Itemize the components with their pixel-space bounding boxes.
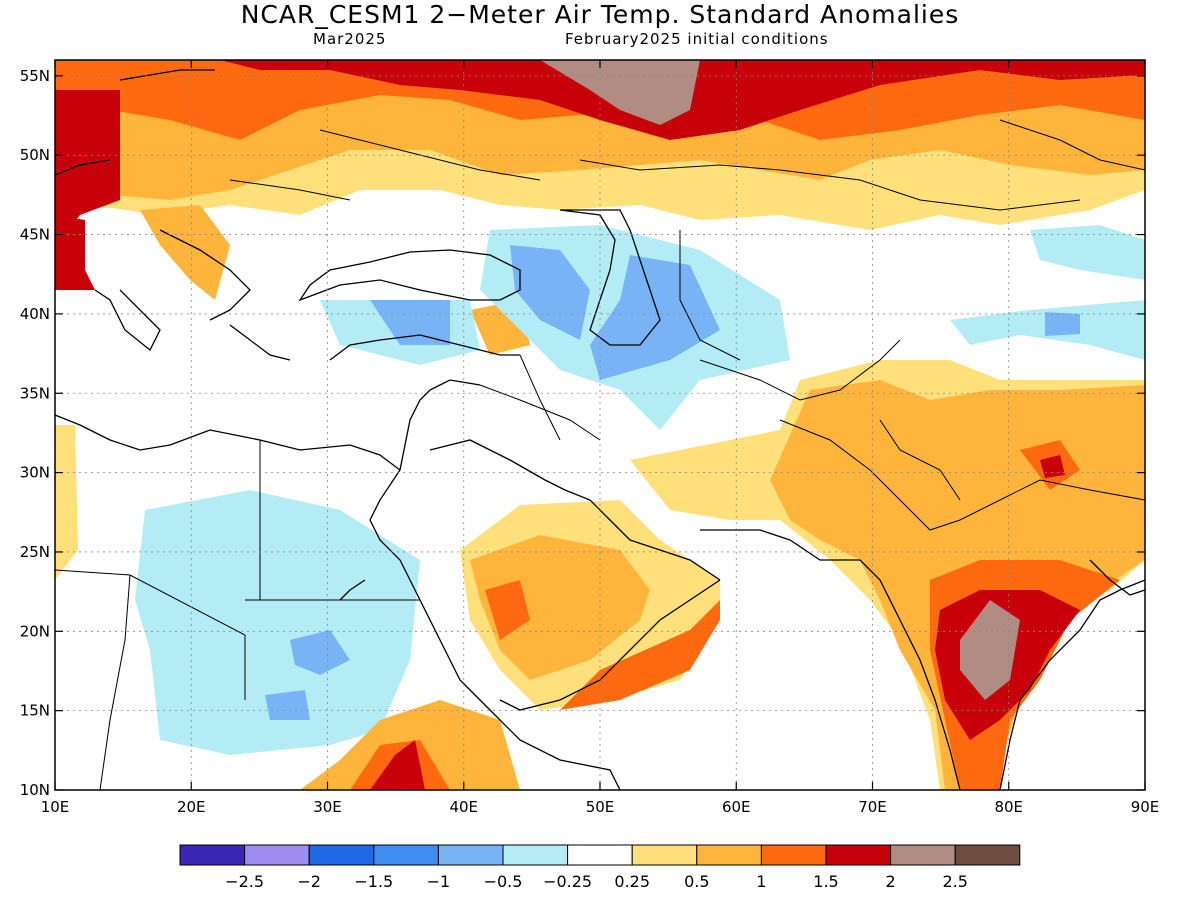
colorbar-label: 1.5	[813, 872, 838, 891]
colorbar-swatch	[308, 844, 375, 866]
colorbar-label: −2.5	[225, 872, 264, 891]
colorbar-swatch	[502, 844, 569, 866]
colorbar-label: −0.25	[543, 872, 592, 891]
lon-tick-label: 40E	[449, 798, 478, 816]
colorbar-label: 1	[756, 872, 766, 891]
colorbar-label: 0.5	[684, 872, 709, 891]
colorbar-swatch	[890, 844, 956, 866]
colorbar-swatch	[437, 844, 504, 866]
lon-tick-label: 20E	[177, 798, 206, 816]
lat-tick-label: 40N	[20, 305, 50, 323]
lon-tick-label: 60E	[722, 798, 751, 816]
forecast-month: Mar2025	[313, 30, 387, 48]
coastlines	[55, 69, 1145, 790]
lat-tick-label: 35N	[20, 384, 50, 402]
colorbar-swatch	[954, 844, 1021, 866]
colorbar-swatch	[760, 844, 827, 866]
lon-tick-label: 30E	[313, 798, 342, 816]
lat-tick-label: 55N	[20, 67, 50, 85]
colorbar-swatch	[244, 844, 310, 866]
lat-tick-label: 50N	[20, 146, 50, 164]
colorbar-swatch	[179, 844, 246, 866]
colorbar-label: 2	[886, 872, 896, 891]
lat-tick-label: 45N	[20, 226, 50, 244]
colorbar-label: −1.5	[354, 872, 393, 891]
lat-tick-label: 15N	[20, 702, 50, 720]
colorbar-swatch	[567, 844, 633, 866]
lat-tick-label: 20N	[20, 622, 50, 640]
lat-tick-label: 10N	[20, 781, 50, 799]
colorbar: −2.5 −2 −1.5 −1 −0.5 −0.25 0.25 0.5 1 1.5 2 2.5	[179, 844, 1021, 891]
colorbar-label: −0.5	[484, 872, 523, 891]
country-borders	[55, 119, 1145, 790]
colorbar-label: 2.5	[942, 872, 967, 891]
colorbar-swatch	[373, 844, 439, 866]
colorbar-swatch	[696, 844, 762, 866]
lon-tick-label: 50E	[586, 798, 615, 816]
lon-tick-label: 70E	[858, 798, 887, 816]
map-axes: 10E 20E 30E 40E 50E 60E 70E 80E 90E 10N 15N 20N 25N 3…	[20, 60, 1160, 816]
colorbar-label: 0.25	[614, 872, 650, 891]
map-title: NCAR_CESM1 2−Meter Air Temp. Standard An…	[240, 0, 960, 29]
lon-tick-label: 90E	[1131, 798, 1160, 816]
lon-tick-label: 80E	[994, 798, 1023, 816]
colorbar-label: −1	[427, 872, 451, 891]
lat-tick-label: 30N	[20, 464, 50, 482]
colorbar-swatch	[631, 844, 698, 866]
colorbar-swatch	[825, 844, 892, 866]
lon-tick-label: 10E	[41, 798, 70, 816]
lat-tick-label: 25N	[20, 543, 50, 561]
colorbar-label: −2	[297, 872, 321, 891]
initial-conditions: February2025 initial conditions	[565, 30, 829, 48]
